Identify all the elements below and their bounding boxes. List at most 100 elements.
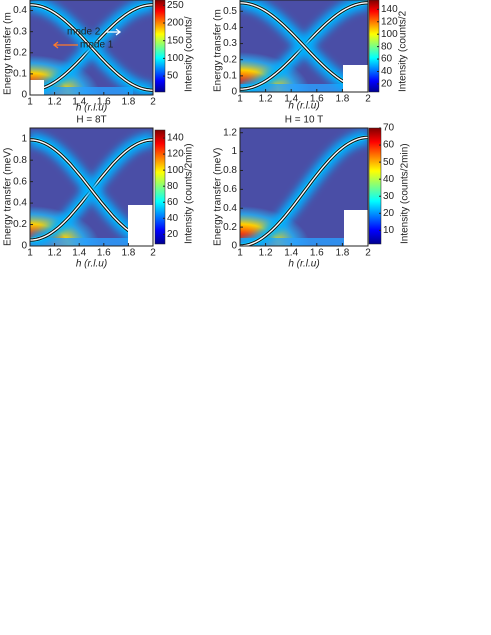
- colorbar: [154, 129, 166, 245]
- colorbar-tick-label: 60: [381, 54, 393, 65]
- x-tick-label: 1.8: [121, 248, 135, 259]
- panel: 1 1.2 1.4 1.6 1.8 2 0 0.1 0.2 0.3 0.4 h (r.l.u) Ener…: [3, 0, 195, 114]
- x-tick-label: 2: [365, 248, 371, 259]
- panel: 1 1.2 1.4 1.6 1.8 200.10.20.30.40.5h (r.l.u)E…: [213, 0, 409, 112]
- y-tick-label: 0.4: [13, 198, 27, 209]
- panel: 1 1.2 1.4 1.6 1.8 2 0 0.2 0.4 0.6 0.8 1 1.2 h (r.l.u)…: [213, 115, 411, 270]
- y-tick-label: 0.8: [13, 155, 27, 166]
- colorbar-tick-label: 10: [383, 225, 395, 236]
- frame: [239, 127, 369, 247]
- colorbar-tick-label: 200: [167, 18, 184, 29]
- annotation: mode 2: [67, 27, 101, 38]
- colorbar-tick-label: 150: [167, 35, 184, 46]
- elastic-band: [30, 87, 133, 95]
- frame: [29, 127, 154, 247]
- y-tick-label: 0.5: [223, 6, 237, 17]
- panel-title: H = 10 T: [285, 115, 323, 126]
- x-tick-label: 1.4: [284, 248, 298, 259]
- x-tick-label: 1: [237, 94, 243, 105]
- intensity-map: [240, 0, 368, 92]
- colorbar-tick-label: 40: [381, 66, 393, 77]
- intensity-map: [240, 128, 368, 246]
- elastic-band: [30, 238, 133, 246]
- y-tick-label: 1: [231, 146, 237, 157]
- y-tick-label: 1.2: [223, 127, 237, 138]
- y-tick-label: 0.2: [223, 222, 237, 233]
- y-tick-label: 0.6: [13, 176, 27, 187]
- dispersion-line: [240, 136, 368, 246]
- colorbar-tick-label: 40: [383, 174, 395, 185]
- colorbar-tick-label: 100: [167, 53, 184, 64]
- elastic-band: [240, 238, 348, 246]
- elastic-band: [240, 84, 348, 92]
- panel: 1 1.2 1.4 1.6 1.8 200.20.40.60.81h (r.l.u)Ene…: [3, 115, 195, 270]
- x-tick-label: 1.8: [335, 94, 349, 105]
- y-tick-label: 0.3: [13, 26, 27, 37]
- y-axis-label: Energy transfer (m: [213, 9, 224, 92]
- y-tick-label: 0.3: [223, 38, 237, 49]
- y-tick-label: 0: [21, 90, 27, 101]
- frame: [29, 0, 154, 96]
- annotation-arrow: [52, 41, 78, 49]
- colorbar-tick-label: 80: [381, 41, 393, 52]
- colorbar-tick-label: 70: [383, 123, 395, 134]
- x-tick-label: 2: [365, 94, 371, 105]
- y-tick-label: 0.4: [223, 203, 237, 214]
- colorbar-label: Intensity (counts/2min): [400, 143, 411, 244]
- colorbar-tick-label: 50: [167, 71, 179, 82]
- x-axis-label: h (r.l.u): [288, 101, 319, 112]
- colorbar-label: Intensity (counts/: [184, 16, 195, 92]
- x-tick-label: 1.2: [259, 248, 273, 259]
- colorbar-tick-label: 40: [167, 213, 179, 224]
- colorbar-tick-label: 20: [167, 229, 179, 240]
- y-tick-label: 0.1: [223, 71, 237, 82]
- colorbar-tick-label: 80: [167, 181, 179, 192]
- x-tick-label: 1.6: [310, 248, 324, 259]
- colorbar: [368, 127, 382, 245]
- x-tick-label: 1.4: [284, 94, 298, 105]
- x-tick-label: 1.6: [310, 94, 324, 105]
- colorbar-tick-label: 100: [167, 165, 184, 176]
- x-tick-label: 1.4: [72, 97, 86, 108]
- no-data: [128, 205, 153, 246]
- x-tick-label: 2: [150, 97, 156, 108]
- x-tick-label: 1.2: [259, 94, 273, 105]
- x-tick-label: 1.8: [335, 248, 349, 259]
- annotation: mode 1: [80, 40, 114, 51]
- x-tick-label: 1.8: [121, 97, 135, 108]
- x-tick-label: 1: [237, 248, 243, 259]
- y-tick-label: 1: [21, 133, 27, 144]
- y-tick-label: 0.6: [223, 184, 237, 195]
- x-axis-label: h (r.l.u): [288, 259, 319, 270]
- y-tick-label: 0.8: [223, 165, 237, 176]
- colorbar-tick-label: 120: [167, 149, 184, 160]
- y-axis-label: Energy transfer (meV): [213, 148, 224, 246]
- y-tick-label: 0.1: [13, 69, 27, 80]
- x-tick-label: 1: [27, 97, 33, 108]
- y-tick-label: 0.2: [223, 54, 237, 65]
- x-tick-label: 1.6: [97, 97, 111, 108]
- colorbar: [368, 0, 380, 93]
- y-axis-label: Energy transfer (m: [3, 12, 14, 95]
- y-tick-label: 0.4: [13, 5, 27, 16]
- x-tick-label: 2: [150, 248, 156, 259]
- y-tick-label: 0.2: [13, 219, 27, 230]
- x-tick-label: 1.2: [48, 248, 62, 259]
- colorbar-tick-label: 60: [383, 140, 395, 151]
- colorbar-tick-label: 100: [381, 29, 398, 40]
- y-tick-label: 0: [231, 241, 237, 252]
- colorbar-tick-label: 50: [383, 157, 395, 168]
- y-axis-label: Energy transfer (meV): [3, 148, 14, 246]
- y-tick-label: 0: [231, 87, 237, 98]
- no-data: [343, 65, 368, 92]
- colorbar-tick-label: 60: [167, 197, 179, 208]
- x-tick-label: 1.6: [97, 248, 111, 259]
- colorbar-tick-label: 120: [381, 16, 398, 27]
- x-tick-label: 1.4: [72, 248, 86, 259]
- frame: [239, 0, 369, 93]
- x-tick-label: 1: [27, 248, 33, 259]
- colorbar-tick-label: 140: [381, 4, 398, 15]
- colorbar-tick-label: 140: [167, 133, 184, 144]
- colorbar: [154, 0, 166, 93]
